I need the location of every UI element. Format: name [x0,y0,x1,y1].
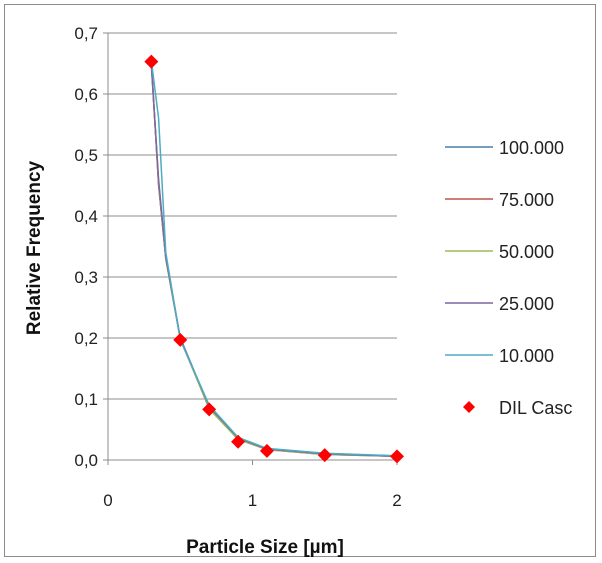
gridlines [103,32,398,465]
series-line-25-000 [150,64,398,458]
series-line-50-000 [150,63,398,458]
markers [144,54,404,464]
series-line-100-000 [150,60,398,458]
data-point-dil-casc [390,449,404,464]
x-axis-title: Particle Size [µm] [186,537,344,558]
y-tick-label: 0,5 [74,146,98,165]
series-lines [150,60,398,458]
y-tick-labels: 0,0 0,1 0,2 0,3 0,4 0,5 0,6 0,7 [74,24,98,470]
chart-frame [4,4,596,557]
data-point-dil-casc [144,54,159,69]
data-point-dil-casc [317,448,332,463]
y-tick-label: 0,4 [74,207,98,226]
data-point-dil-casc [173,332,188,347]
legend-label: 50.000 [499,242,554,262]
y-axis-title: Relative Frequency [24,160,45,335]
y-tick-label: 0,3 [74,268,98,287]
y-tick-label: 0,6 [74,85,98,104]
x-tick-label: 0 [103,491,112,510]
legend-label: 100.000 [499,138,564,158]
series-line-75-000 [150,62,398,458]
y-tick-label: 0,7 [74,24,98,43]
legend-label: 10.000 [499,346,554,366]
x-tick-labels: 0 1 2 [103,491,401,510]
legend-label: 75.000 [499,190,554,210]
legend-swatch [463,401,475,413]
y-tick-label: 0,0 [74,451,98,470]
legend-label: 25.000 [499,294,554,314]
series-line-10-000 [150,60,398,457]
data-point-dil-casc [259,443,274,458]
y-tick-label: 0,1 [74,390,98,409]
y-tick-label: 0,2 [74,329,98,348]
legend: 100.000 75.000 50.000 25.000 10.000 DIL Casc [445,138,572,418]
x-tick-label: 1 [248,491,257,510]
x-tick-label: 2 [392,491,401,510]
data-point-dil-casc [202,402,217,417]
legend-label: DIL Casc [499,398,572,418]
data-point-dil-casc [231,434,246,449]
